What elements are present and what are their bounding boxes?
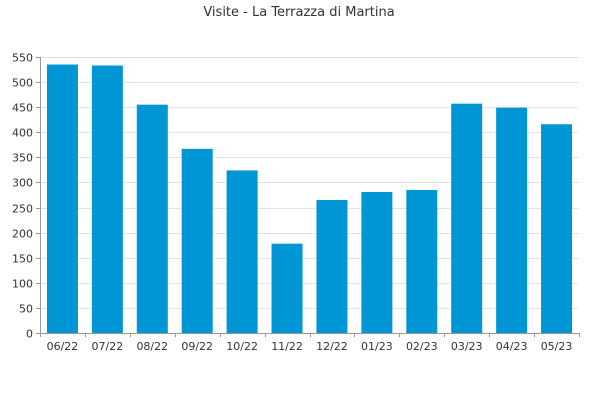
x-tick-label: 08/22 <box>136 340 168 353</box>
x-tick-label: 04/23 <box>496 340 528 353</box>
bars <box>46 64 573 334</box>
x-tick-label: 03/23 <box>451 340 483 353</box>
y-tick-label: 200 <box>12 228 33 241</box>
bar-06-22 <box>46 64 78 333</box>
x-tick-label: 09/22 <box>181 340 213 353</box>
bar-12-22 <box>316 200 348 333</box>
y-tick-label: 450 <box>12 102 33 115</box>
bar-03-23 <box>451 103 483 333</box>
y-tick-label: 500 <box>12 77 33 90</box>
bar-02-23 <box>406 189 438 333</box>
x-tick-label: 01/23 <box>361 340 393 353</box>
x-tick-label: 05/23 <box>541 340 573 353</box>
x-axis-ticks: 06/22 07/22 08/22 09/22 10/22 11/22 12/22 01/23… <box>47 333 580 353</box>
y-axis-ticks: 0 50 100 150 200 250 300 350 400 450 500 550 <box>12 52 40 341</box>
chart-title: Visite - La Terrazza di Martina <box>203 5 394 20</box>
y-tick-label: 300 <box>12 177 33 190</box>
bar-09-22 <box>181 148 213 333</box>
x-tick-label: 10/22 <box>226 340 258 353</box>
y-tick-label: 50 <box>19 303 33 316</box>
bar-05-23 <box>541 124 573 334</box>
y-tick-label: 550 <box>12 52 33 65</box>
y-tick-label: 400 <box>12 127 33 140</box>
y-tick-label: 350 <box>12 152 33 165</box>
bar-07-22 <box>91 65 123 333</box>
bar-08-22 <box>136 104 168 333</box>
x-tick-label: 02/23 <box>406 340 438 353</box>
x-tick-label: 06/22 <box>47 340 79 353</box>
y-tick-label: 0 <box>26 328 33 341</box>
x-tick-label: 11/22 <box>271 340 303 353</box>
bar-10-22 <box>226 170 258 333</box>
bar-11-22 <box>271 243 303 333</box>
gridlines <box>40 57 579 309</box>
x-tick-label: 07/22 <box>92 340 124 353</box>
bar-04-23 <box>496 107 528 334</box>
y-tick-label: 100 <box>12 278 33 291</box>
x-tick-label: 12/22 <box>316 340 348 353</box>
y-tick-label: 250 <box>12 203 33 216</box>
y-tick-label: 150 <box>12 253 33 266</box>
bar-01-23 <box>361 191 393 333</box>
